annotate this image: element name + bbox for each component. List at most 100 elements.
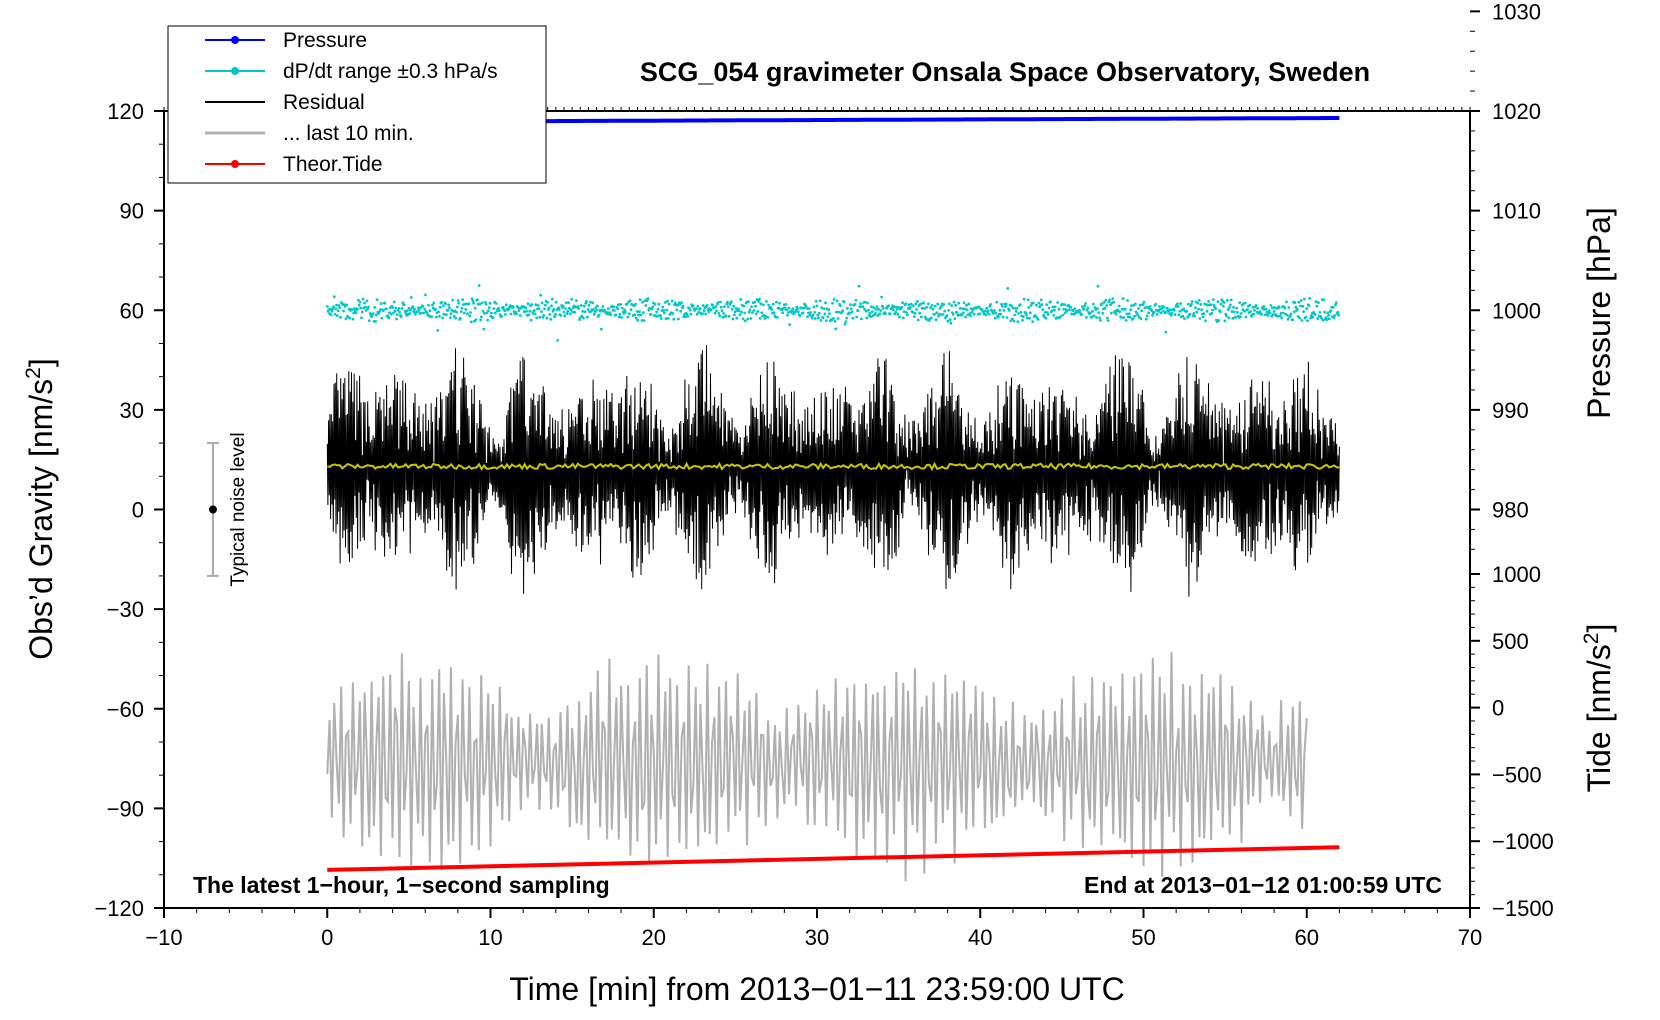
dpdt-point	[1196, 301, 1200, 305]
dpdt-point	[1085, 316, 1088, 319]
dpdt-point	[1239, 315, 1242, 318]
dpdt-point	[640, 319, 644, 322]
dpdt-point	[1298, 316, 1302, 320]
dpdt-point	[1114, 312, 1118, 316]
dpdt-point	[835, 299, 839, 303]
dpdt-point	[1043, 310, 1047, 314]
dpdt-point	[1300, 319, 1304, 322]
dpdt-point	[715, 309, 718, 313]
dpdt-point	[869, 315, 873, 318]
dpdt-point	[620, 316, 623, 319]
dpdt-point	[772, 311, 776, 315]
dpdt-point	[1088, 311, 1092, 315]
dpdt-point	[1269, 304, 1273, 307]
dpdt-point	[1278, 306, 1281, 309]
dpdt-point	[606, 307, 610, 310]
dpdt-point	[585, 300, 588, 303]
dpdt-point	[759, 302, 763, 305]
dpdt-point	[633, 313, 637, 317]
dpdt-point	[1315, 304, 1319, 308]
dpdt-point	[357, 303, 361, 307]
dpdt-point	[911, 310, 915, 314]
dpdt-point	[843, 322, 847, 326]
dpdt-point	[743, 319, 747, 323]
dpdt-point	[918, 311, 922, 315]
dpdt-point	[791, 307, 795, 311]
dpdt-point	[1235, 306, 1238, 310]
dpdt-point	[985, 306, 989, 310]
dpdt-point	[569, 308, 573, 312]
y-tick-label: 90	[120, 199, 144, 224]
dpdt-point	[1141, 303, 1145, 307]
dpdt-point	[742, 304, 746, 308]
dpdt-point	[1283, 306, 1287, 310]
dpdt-point	[848, 312, 852, 315]
dpdt-point	[730, 307, 734, 311]
dpdt-point	[1050, 309, 1054, 313]
dpdt-point	[1144, 317, 1148, 321]
tide-tick-label: 0	[1492, 696, 1504, 721]
dpdt-point	[664, 317, 668, 321]
dpdt-point	[1289, 312, 1293, 316]
dpdt-point	[1299, 304, 1302, 308]
dpdt-point	[826, 315, 830, 319]
dpdt-point	[1256, 307, 1259, 310]
dpdt-point	[1336, 310, 1340, 314]
y-tick-label: 60	[120, 298, 144, 323]
dpdt-point	[947, 309, 950, 312]
dpdt-point	[1096, 284, 1100, 288]
dpdt-point	[628, 299, 632, 303]
dpdt-point	[853, 302, 857, 306]
dpdt-point	[556, 338, 560, 342]
dpdt-point	[1157, 310, 1161, 313]
dpdt-point	[1296, 307, 1299, 311]
dpdt-point	[352, 311, 356, 315]
dpdt-point	[1212, 303, 1216, 307]
dpdt-point	[753, 300, 757, 304]
dpdt-point	[760, 311, 764, 315]
dpdt-point	[953, 317, 957, 320]
dpdt-point	[970, 311, 974, 314]
dpdt-point	[336, 314, 339, 318]
dpdt-point	[930, 304, 934, 307]
dpdt-point	[570, 297, 574, 301]
dpdt-point	[972, 312, 976, 316]
dpdt-point	[1152, 310, 1156, 314]
dpdt-point	[1306, 319, 1309, 323]
tide-tick-label: 1000	[1492, 562, 1541, 587]
dpdt-point	[332, 295, 336, 299]
dpdt-point	[1321, 318, 1325, 322]
dpdt-point	[1305, 307, 1309, 310]
dpdt-point	[534, 303, 538, 307]
dpdt-point	[1053, 305, 1057, 309]
dpdt-point	[878, 312, 882, 316]
dpdt-point	[748, 308, 752, 312]
dpdt-point	[566, 309, 570, 313]
dpdt-point	[1187, 302, 1190, 306]
dpdt-point	[933, 304, 937, 308]
dpdt-point	[455, 305, 459, 309]
dpdt-point	[554, 313, 557, 316]
dpdt-point	[653, 302, 657, 306]
dpdt-point	[1253, 308, 1256, 312]
dpdt-point	[639, 313, 643, 317]
dpdt-point	[1303, 297, 1306, 301]
dpdt-point	[1130, 304, 1133, 308]
legend-label: Pressure	[283, 29, 367, 52]
dpdt-point	[673, 301, 677, 305]
dpdt-point	[1004, 305, 1007, 309]
dpdt-point	[1028, 317, 1031, 320]
dpdt-point	[1095, 316, 1098, 319]
dpdt-point	[1327, 313, 1330, 317]
dpdt-point	[329, 307, 332, 311]
dpdt-point	[1010, 304, 1013, 308]
dpdt-point	[1097, 311, 1101, 315]
dpdt-point	[767, 303, 771, 307]
dpdt-point	[1142, 300, 1146, 304]
dpdt-point	[943, 309, 947, 313]
dpdt-point	[1022, 297, 1026, 301]
dpdt-point	[1236, 310, 1239, 314]
dpdt-point	[1069, 306, 1073, 309]
dpdt-point	[1228, 306, 1231, 309]
dpdt-point	[649, 313, 653, 316]
